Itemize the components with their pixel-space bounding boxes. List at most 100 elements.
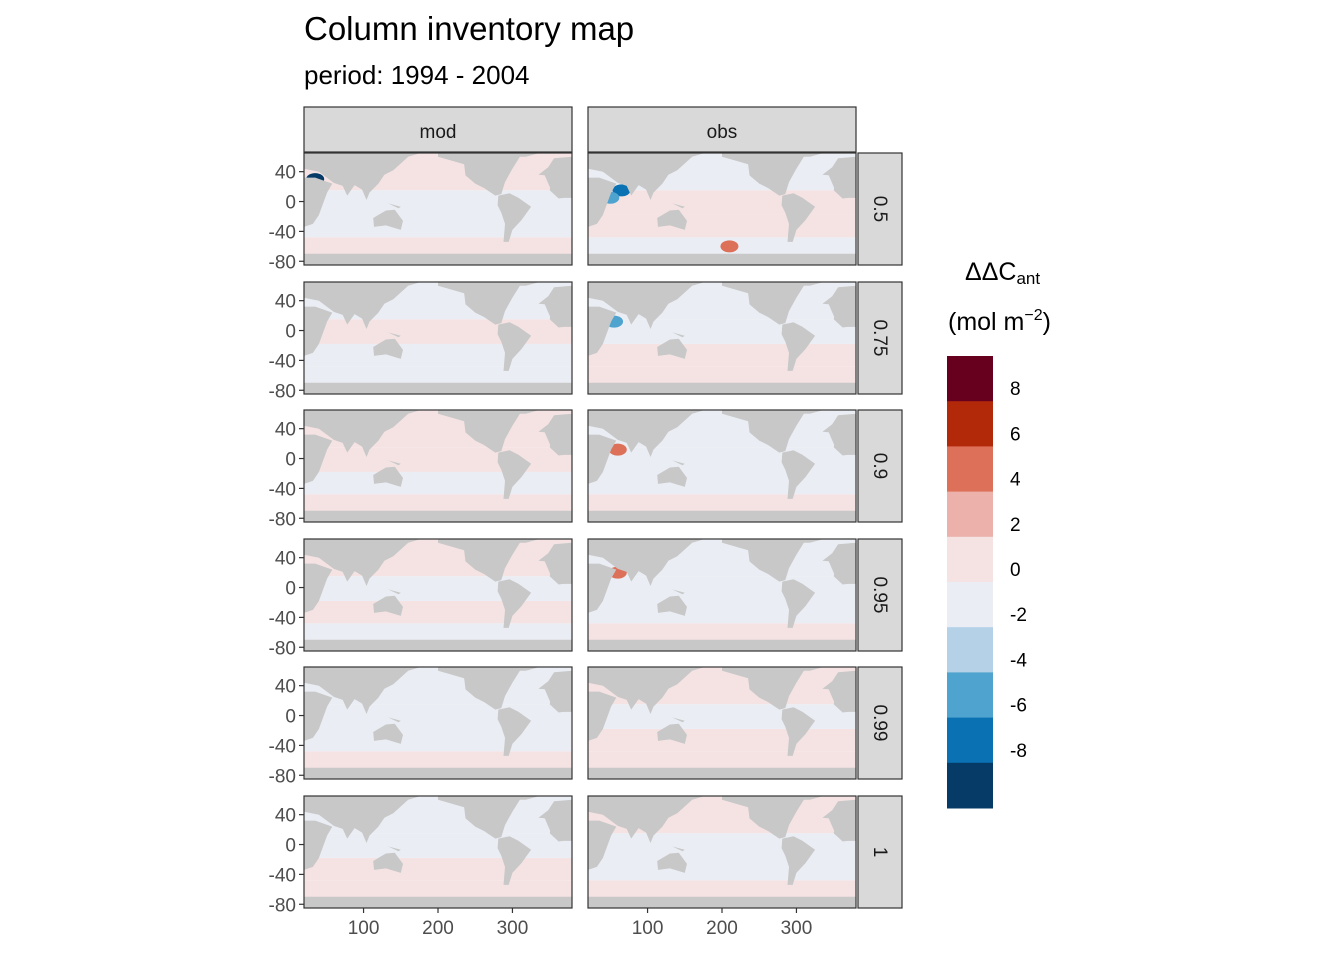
- land-mass: [373, 852, 403, 873]
- land-mass: [438, 153, 527, 196]
- land-mass: [588, 306, 617, 356]
- land-mass: [670, 203, 685, 209]
- legend-swatch: [947, 717, 993, 764]
- legend-label: 2: [1010, 515, 1021, 536]
- land-mass: [800, 153, 824, 157]
- legend-swatch: [947, 627, 993, 673]
- y-tick-label: 40: [275, 292, 296, 313]
- y-tick-label: 0: [285, 193, 296, 214]
- land-mass: [828, 174, 856, 198]
- chart-title: Column inventory map: [304, 10, 635, 47]
- land-mass: [781, 579, 816, 628]
- land-mass: [670, 717, 685, 723]
- land-mass: [722, 539, 811, 582]
- legend-swatch: [947, 762, 993, 809]
- facet-strip-obs: [587, 106, 857, 153]
- land-mass: [828, 560, 856, 584]
- land-mass: [781, 193, 816, 242]
- land-mass: [588, 691, 617, 741]
- panel-border: [303, 666, 573, 780]
- map-panel-obs-1: [587, 795, 857, 909]
- land-mass: [304, 796, 421, 843]
- legend-label: -6: [1010, 696, 1027, 717]
- land-mass: [438, 796, 527, 839]
- ocean-band: [304, 214, 572, 238]
- ocean-band: [588, 576, 856, 601]
- legend-swatch: [947, 672, 993, 719]
- land-mass: [657, 723, 687, 744]
- land-mass: [588, 767, 856, 779]
- y-tick-label: 40: [275, 677, 296, 698]
- map-panel-mod-0.95: [303, 538, 573, 652]
- land-mass: [544, 431, 572, 455]
- legend-unit: (mol m−2): [948, 307, 1051, 336]
- panel-border: [587, 409, 857, 523]
- land-mass: [588, 539, 705, 586]
- land-mass: [657, 595, 687, 616]
- legend-colorbar: [947, 356, 993, 809]
- legend-label: 4: [1010, 470, 1021, 491]
- land-mass: [588, 434, 617, 484]
- anomaly-spot: [608, 443, 627, 456]
- ocean-band: [304, 857, 572, 881]
- land-mass: [828, 431, 856, 455]
- panel-border: [587, 281, 857, 395]
- land-mass: [544, 560, 572, 584]
- land-mass: [670, 846, 685, 852]
- color-legend: ΔΔCant (mol m−2) 8 6 4 2 0 -2 -4 -6 -8: [947, 258, 1051, 809]
- land-mass: [670, 332, 685, 338]
- land-mass: [304, 896, 572, 908]
- land-mass: [304, 767, 572, 779]
- land-mass: [588, 382, 856, 394]
- facet-strip-mod: [303, 106, 573, 153]
- facet-strip-label-obs: obs: [707, 122, 738, 143]
- land-mass: [588, 177, 617, 227]
- map-panel-mod-1: [303, 795, 573, 909]
- y-tick-label: 0: [285, 579, 296, 600]
- legend-label: 8: [1010, 379, 1021, 400]
- panel-border: [587, 666, 857, 780]
- row-strip-label-0.99: 0.99: [869, 705, 890, 742]
- y-tick-label: -40: [269, 865, 296, 886]
- ocean-band: [304, 190, 572, 215]
- row-strip-0.9: [857, 409, 903, 523]
- land-mass: [657, 209, 687, 230]
- land-mass: [722, 153, 811, 196]
- row-strip-0.99: [857, 666, 903, 780]
- ocean-band: [304, 833, 572, 858]
- panel-border: [303, 538, 573, 652]
- legend-title: ΔΔCant: [965, 258, 1040, 288]
- row-strip-0.75: [857, 281, 903, 395]
- legend-label: -2: [1010, 605, 1027, 626]
- panel-border: [303, 409, 573, 523]
- land-mass: [304, 691, 333, 741]
- y-tick-label: 0: [285, 322, 296, 343]
- land-mass: [588, 563, 617, 613]
- land-mass: [722, 282, 811, 325]
- x-tick-label: 300: [497, 918, 529, 939]
- y-tick-label: 40: [275, 420, 296, 441]
- row-strip-label-0.5: 0.5: [869, 196, 890, 222]
- ocean-band: [588, 833, 856, 858]
- land-mass: [304, 434, 333, 484]
- land-mass: [800, 410, 824, 414]
- land-mass: [544, 174, 572, 198]
- land-mass: [373, 723, 403, 744]
- land-mass: [588, 410, 705, 457]
- legend-swatch: [947, 491, 993, 538]
- land-mass: [544, 688, 572, 712]
- y-tick-label: -80: [269, 252, 296, 273]
- land-mass: [304, 306, 333, 356]
- legend-swatch: [947, 582, 993, 628]
- land-mass: [304, 382, 572, 394]
- land-mass: [386, 460, 401, 466]
- land-mass: [497, 707, 532, 756]
- land-mass: [588, 820, 617, 870]
- land-mass: [304, 639, 572, 651]
- map-panel-mod-0.5: [303, 152, 573, 266]
- land-mass: [304, 510, 572, 522]
- legend-label: 6: [1010, 424, 1021, 445]
- land-mass: [781, 836, 816, 885]
- map-panel-mod-0.75: [303, 281, 573, 395]
- map-panel-mod-0.9: [303, 409, 573, 523]
